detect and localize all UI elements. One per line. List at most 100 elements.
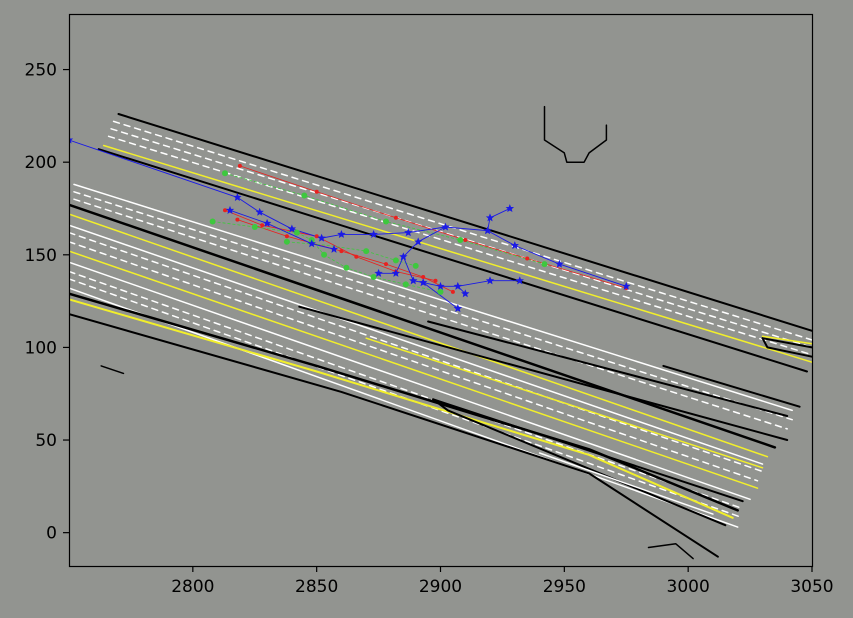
point-blue-15 xyxy=(414,237,423,246)
road-line-black-23 xyxy=(427,320,789,417)
point-blue-21 xyxy=(436,281,445,290)
road-line-black-9 xyxy=(69,203,777,449)
x-tick-label-2800: 2800 xyxy=(171,577,214,597)
point-red-0 xyxy=(237,163,242,168)
y-tick-label-50: 50 xyxy=(35,431,57,451)
road-line-white-12 xyxy=(69,231,764,473)
point-green-2 xyxy=(383,218,389,225)
point-green-15 xyxy=(363,248,370,255)
point-green-5 xyxy=(209,218,216,225)
point-blue-10 xyxy=(510,241,519,250)
point-blue-26 xyxy=(453,304,463,313)
road-line-black-34 xyxy=(647,543,694,560)
road-line-black-21 xyxy=(69,313,719,558)
point-green-12 xyxy=(402,281,409,288)
point-blue-29 xyxy=(307,239,316,248)
track-red-1 xyxy=(224,209,436,282)
point-blue-19 xyxy=(409,276,418,285)
point-blue-5 xyxy=(337,230,346,238)
point-blue-20 xyxy=(418,278,428,287)
point-blue-24 xyxy=(485,276,495,285)
point-red-6 xyxy=(223,208,227,213)
road-line-black-29 xyxy=(761,337,813,349)
road-line-black-33 xyxy=(100,365,125,375)
road-line-white-3 xyxy=(112,120,813,341)
point-green-14 xyxy=(283,238,290,245)
road-line-white-18 xyxy=(69,287,739,528)
road-line-black-32 xyxy=(543,105,608,163)
point-blue-17 xyxy=(391,268,401,277)
road-line-yellow-2 xyxy=(102,144,813,363)
point-blue-6 xyxy=(369,230,378,238)
point-blue-4 xyxy=(317,233,326,242)
point-blue-9 xyxy=(483,226,492,235)
point-blue-11 xyxy=(555,259,564,268)
road-line-yellow-10 xyxy=(69,213,769,458)
point-blue-3 xyxy=(287,224,297,233)
road-line-yellow-31 xyxy=(761,335,813,345)
track-blue-12 xyxy=(229,209,335,250)
x-tick-label-3050: 3050 xyxy=(790,577,833,597)
point-green-1 xyxy=(301,192,308,199)
point-green-17 xyxy=(412,262,419,269)
y-tick-label-200: 200 xyxy=(25,153,57,173)
road-line-white-7 xyxy=(73,191,793,421)
point-blue-28 xyxy=(262,218,272,227)
point-red-17 xyxy=(450,289,455,294)
point-blue-12 xyxy=(622,281,631,290)
point-blue-27 xyxy=(225,205,235,214)
x-tick-label-2950: 2950 xyxy=(543,577,586,597)
point-red-3 xyxy=(463,238,468,242)
y-tick-label-150: 150 xyxy=(25,246,57,266)
trajectory-points xyxy=(69,135,631,313)
point-green-10 xyxy=(343,264,350,271)
road-line-white-27 xyxy=(538,452,714,515)
point-blue-7 xyxy=(404,228,413,237)
y-tick-label-250: 250 xyxy=(25,61,57,81)
x-tick-label-3000: 3000 xyxy=(667,577,710,597)
point-red-11 xyxy=(433,278,438,283)
point-red-9 xyxy=(354,254,359,259)
point-green-4 xyxy=(541,261,548,268)
road-line-black-26 xyxy=(432,398,727,527)
road-network xyxy=(69,105,813,560)
point-blue-13 xyxy=(485,213,495,222)
x-axis: 2800 2850 2900 2950 3000 3050 xyxy=(171,566,834,597)
road-line-black-0 xyxy=(117,113,813,332)
point-blue-16 xyxy=(399,252,408,261)
road-line-white-11 xyxy=(69,224,764,465)
point-green-3 xyxy=(457,237,464,243)
road-line-yellow-14 xyxy=(69,250,759,489)
road-line-black-25 xyxy=(432,398,744,503)
point-green-7 xyxy=(293,229,300,236)
y-tick-label-0: 0 xyxy=(46,524,57,544)
point-green-6 xyxy=(251,224,258,230)
road-line-black-1 xyxy=(97,148,808,373)
point-green-11 xyxy=(370,274,377,280)
road-line-white-16 xyxy=(69,270,744,510)
road-line-white-6 xyxy=(73,183,793,412)
point-green-16 xyxy=(392,257,399,264)
point-green-9 xyxy=(321,251,328,258)
point-red-16 xyxy=(421,275,426,279)
point-green-0 xyxy=(222,170,228,177)
point-red-14 xyxy=(339,249,344,254)
point-green-13 xyxy=(437,288,444,295)
point-red-4 xyxy=(525,256,530,261)
point-blue-2 xyxy=(255,207,264,216)
x-tick-label-2900: 2900 xyxy=(419,577,462,597)
road-line-black-22 xyxy=(298,305,789,441)
road-line-white-15 xyxy=(69,261,751,501)
point-red-2 xyxy=(393,215,398,220)
point-red-13 xyxy=(284,234,289,239)
point-blue-22 xyxy=(453,281,463,290)
track-green-5 xyxy=(286,241,416,267)
point-blue-25 xyxy=(515,276,524,285)
road-line-black-30 xyxy=(761,337,813,358)
point-blue-23 xyxy=(461,289,470,298)
point-red-7 xyxy=(260,223,265,228)
point-red-1 xyxy=(314,189,319,194)
road-line-white-13 xyxy=(69,241,759,482)
